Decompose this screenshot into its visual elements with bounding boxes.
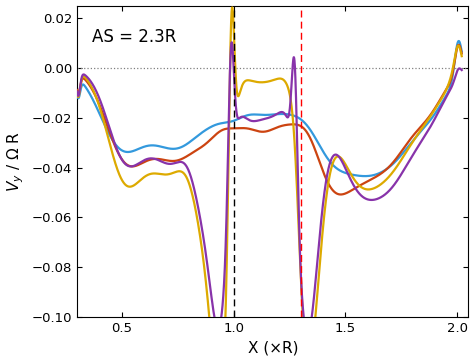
Text: AS = 2.3R: AS = 2.3R — [91, 28, 176, 46]
Y-axis label: $V_y$ / $\Omega$ R: $V_y$ / $\Omega$ R — [6, 131, 26, 192]
X-axis label: X (×R): X (×R) — [247, 340, 298, 356]
